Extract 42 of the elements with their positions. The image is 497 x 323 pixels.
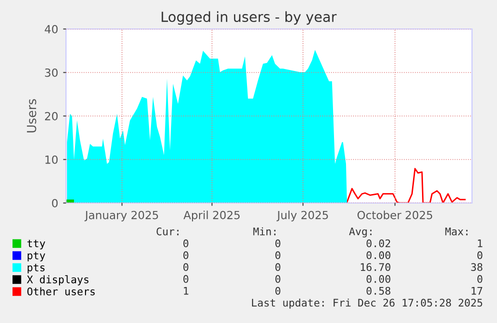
text: 0.00 — [366, 251, 390, 260]
text: 38 — [471, 263, 482, 272]
y-tick-label: 10 — [45, 155, 58, 164]
text: Last update: Fri Dec 26 17:05:28 2025 — [252, 298, 482, 309]
y-tick-label: 20 — [45, 112, 58, 120]
text: 0 — [183, 251, 188, 260]
text: 16.70 — [360, 263, 390, 272]
text: 0 — [183, 263, 188, 272]
text: 1 — [478, 240, 482, 248]
text: 0 — [275, 251, 280, 260]
x-tick-label: October 2025 — [357, 210, 432, 220]
legend-label: tty — [27, 240, 46, 250]
y-tick-label: 0 — [52, 198, 58, 208]
y-axis-title: Users — [26, 99, 36, 132]
legend-label: Other users — [27, 287, 95, 296]
text: 0.00 — [366, 275, 390, 283]
legend-label: X displays — [26, 275, 88, 286]
text: 0.58 — [366, 286, 390, 295]
text: 0 — [275, 239, 280, 248]
text: 17 — [472, 287, 482, 295]
x-tick-label: January 2025 — [84, 210, 158, 222]
legend-label: pty — [28, 252, 46, 262]
text: 0 — [477, 251, 482, 260]
y-tick-label: 40 — [44, 24, 58, 34]
text: 0 — [275, 263, 280, 272]
text: Cur: — [156, 228, 178, 236]
x-tick-label: April 2025 — [183, 210, 240, 222]
chart-title: Logged in users - by year — [162, 11, 337, 25]
text: Avg: — [349, 228, 372, 238]
text: 1 — [184, 287, 188, 295]
line-series — [346, 168, 466, 203]
text: 0.02 — [366, 239, 390, 248]
y-tick-label: 30 — [45, 68, 58, 77]
text: 0 — [275, 286, 280, 295]
text: 0 — [477, 275, 482, 283]
text: 0 — [275, 275, 280, 283]
text: 0 — [183, 239, 188, 248]
text: Min: — [253, 227, 276, 236]
text: Max: — [445, 228, 468, 236]
x-tick-label: July 2025 — [276, 210, 328, 222]
legend-label: pts — [28, 264, 45, 274]
text: 0 — [183, 275, 188, 283]
